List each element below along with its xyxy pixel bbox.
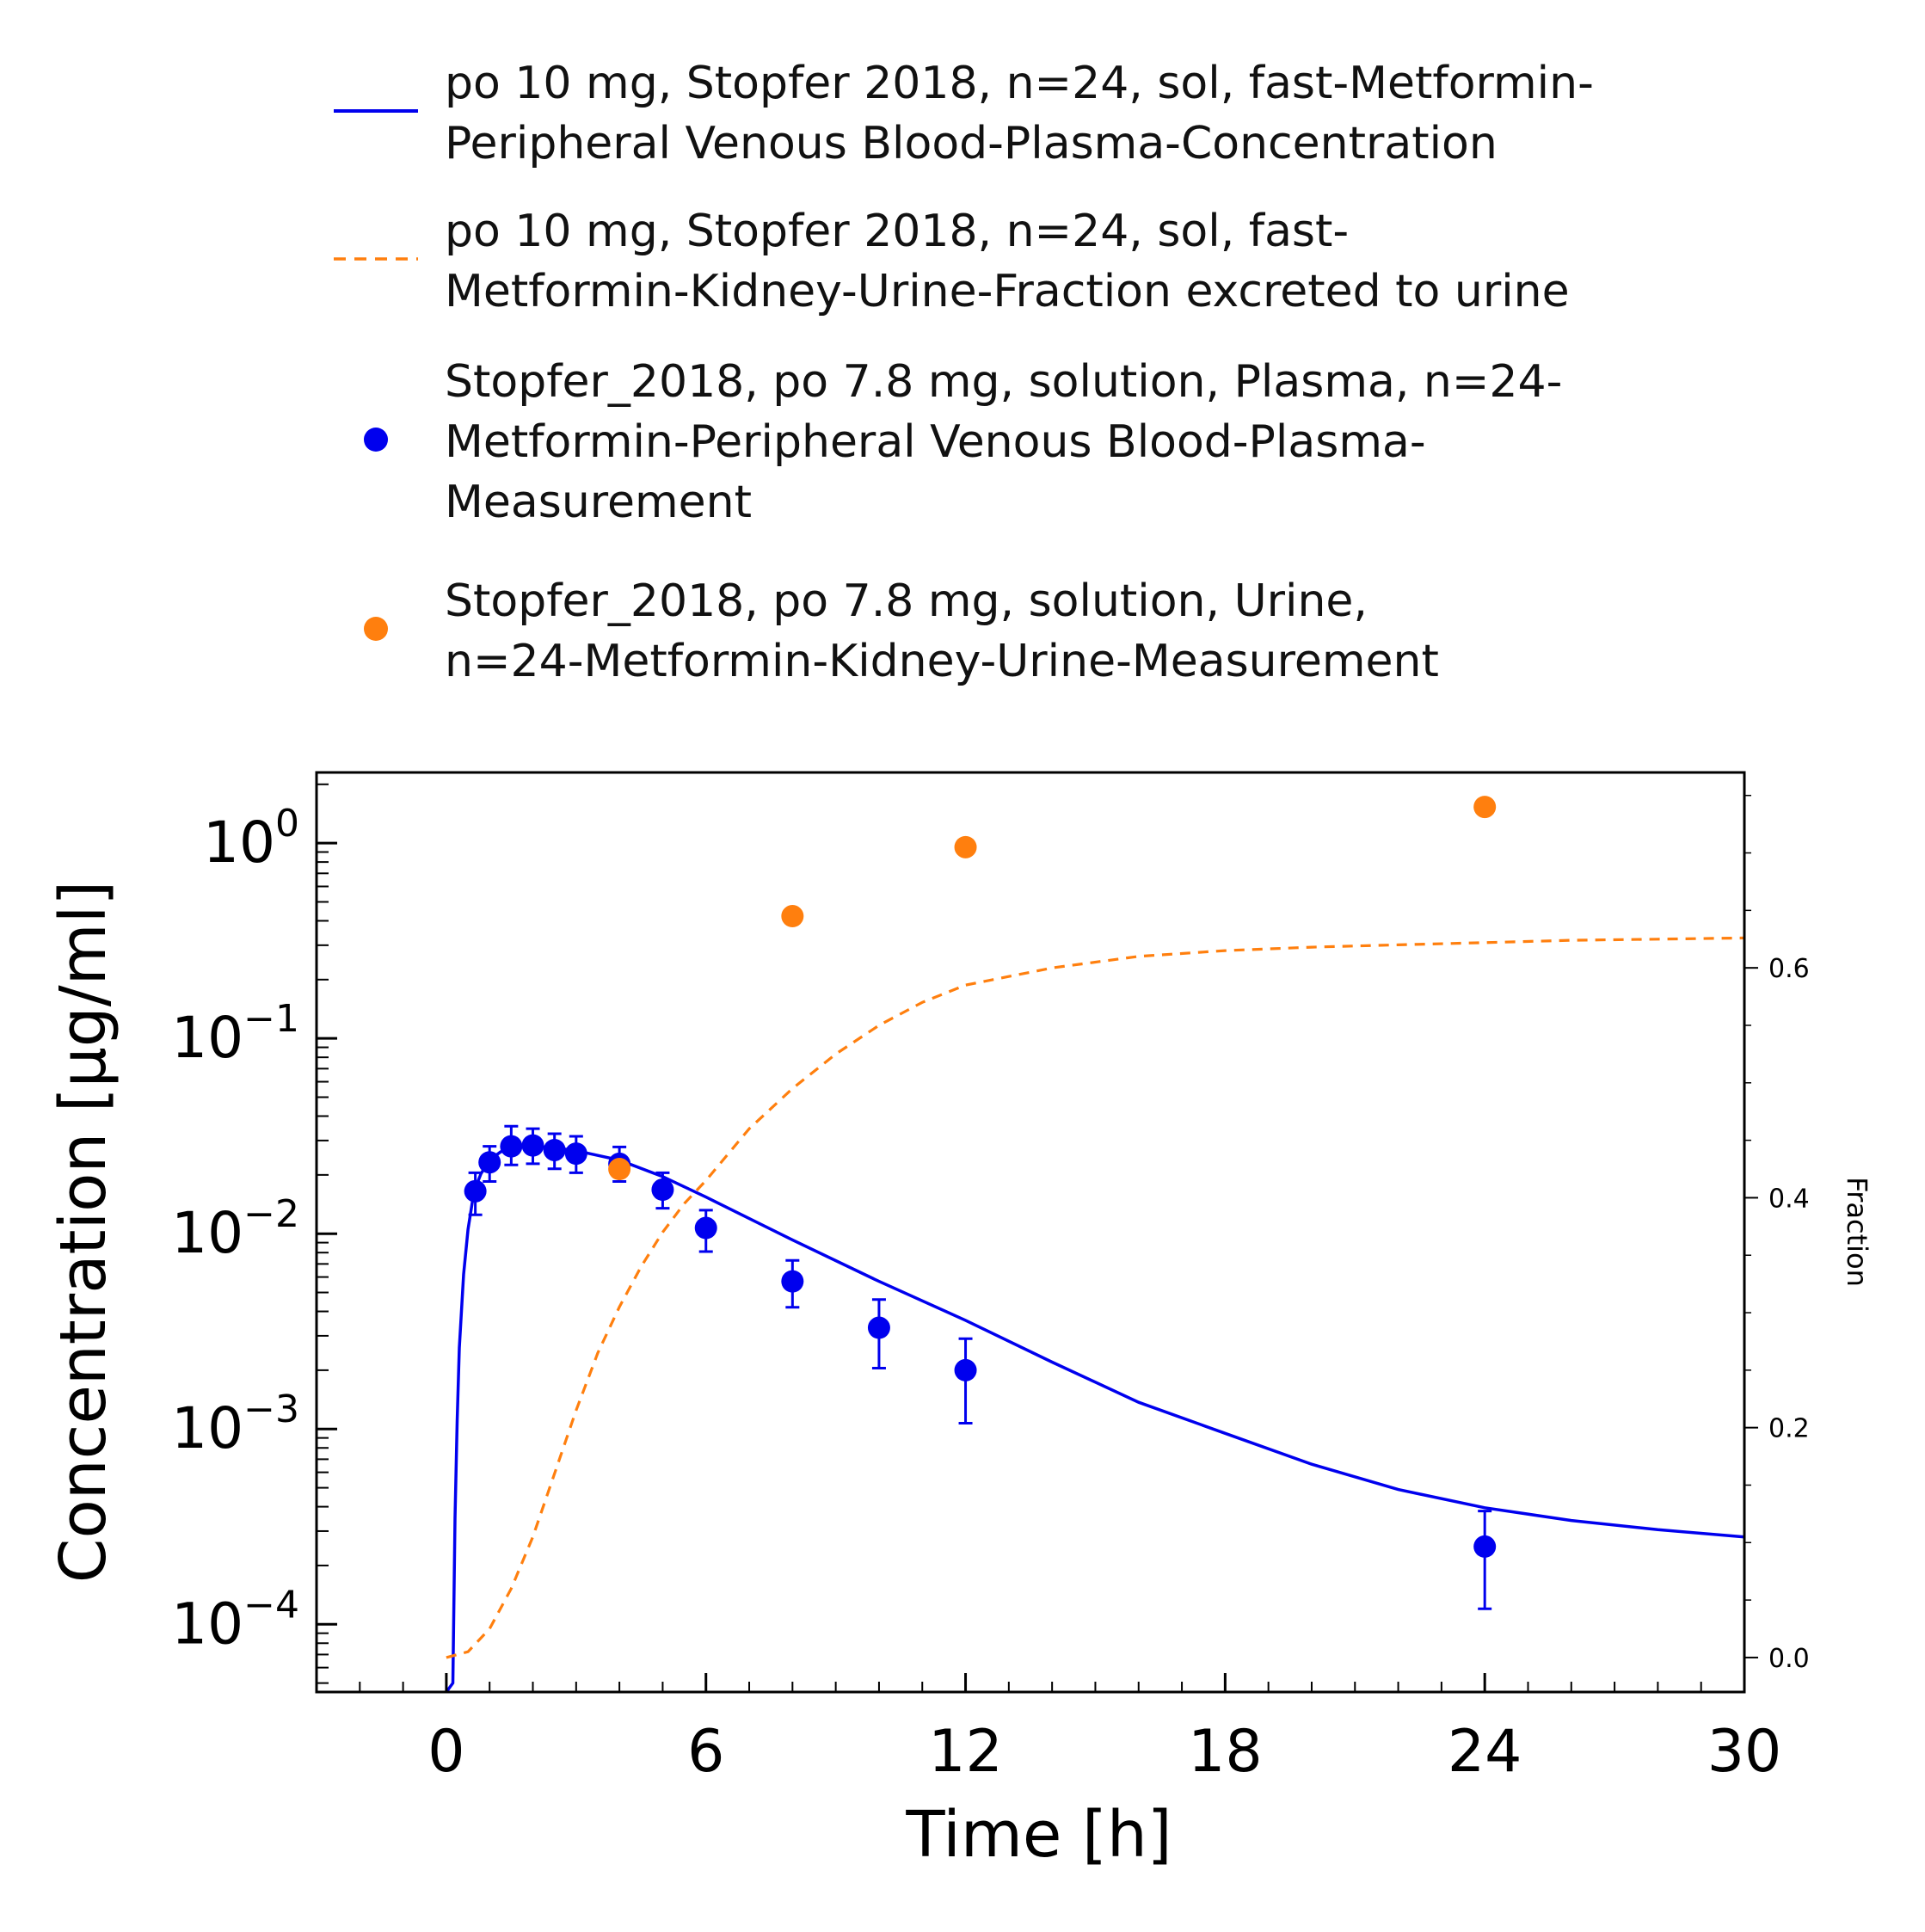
plasma-measurement-point [543,1138,566,1161]
x-tick-label: 12 [928,1718,1003,1786]
plot-area [445,796,1745,1694]
plasma-measurement-point [651,1178,674,1202]
legend-item: po 10 mg, Stopfer 2018, n=24, sol, fast-… [334,206,1570,317]
y2-axis-label: Fraction [1841,1177,1873,1287]
y2-tick-label: 0.4 [1768,1184,1810,1214]
plasma-measurement-point [500,1135,523,1158]
plasma-measurement-point [954,1358,977,1381]
y-tick-exponent: −3 [243,1387,299,1431]
y-tick-label: 100 [203,802,299,876]
y-tick-label: 10−1 [171,997,299,1071]
plasma-measurement-point [1473,1535,1497,1558]
legend-label: Measurement [445,477,752,528]
y-tick-base: 10 [203,809,275,876]
y2-tick-label: 0.6 [1768,954,1810,984]
legend-label: po 10 mg, Stopfer 2018, n=24, sol, fast-… [445,58,1594,109]
legend-item: Stopfer_2018, po 7.8 mg, solution, Plasm… [364,356,1562,528]
y-tick-base: 10 [171,1395,243,1461]
legend-marker-swatch [364,617,388,641]
plasma-measurement-point [781,1270,804,1293]
urine-measurement-point [608,1158,631,1181]
y-tick-exponent: 0 [275,802,299,846]
x-tick-label: 0 [427,1718,464,1786]
urine-measurement-point [781,905,804,928]
legend-label: Peripheral Venous Blood-Plasma-Concentra… [445,118,1498,169]
plasma-measurement-point [478,1151,501,1174]
y-tick-exponent: −4 [243,1583,299,1627]
legend-label: n=24-Metformin-Kidney-Urine-Measurement [445,636,1439,687]
y-tick-base: 10 [171,1200,243,1266]
plot-frame [315,771,1746,1694]
y2-tick-label: 0.2 [1768,1414,1810,1444]
plasma-measurement-point [564,1142,587,1166]
plasma-measurement-point [694,1216,717,1240]
y-axis-label: Concentration [µg/ml] [46,881,120,1583]
legend-item: Stopfer_2018, po 7.8 mg, solution, Urine… [364,575,1439,687]
urine-fraction-simulation-line [446,936,1745,1659]
x-axis-label: Time [h] [905,1798,1172,1872]
x-tick-label: 24 [1448,1718,1522,1786]
y2-tick-label: 0.0 [1768,1644,1810,1674]
y-tick-label: 10−2 [171,1192,299,1266]
y-tick-base: 10 [171,1591,243,1657]
legend-label: Stopfer_2018, po 7.8 mg, solution, Plasm… [445,356,1562,408]
urine-measurement-point [1473,796,1497,819]
urine-measurement-point [954,835,977,858]
y-tick-exponent: −2 [243,1192,299,1236]
plasma-measurement-point [521,1134,544,1157]
legend-label: Metformin-Kidney-Urine-Fraction excreted… [445,266,1570,317]
y-tick-label: 10−3 [171,1387,299,1461]
plasma-measurement-point [867,1316,890,1339]
plasma-measurement-point [464,1179,487,1203]
legend: po 10 mg, Stopfer 2018, n=24, sol, fast-… [334,58,1594,687]
y-tick-exponent: −1 [243,997,299,1041]
legend-label: po 10 mg, Stopfer 2018, n=24, sol, fast- [445,206,1349,257]
y-tick-label: 10−4 [171,1583,299,1657]
legend-label: Metformin-Peripheral Venous Blood-Plasma… [445,416,1426,468]
x-tick-label: 6 [687,1718,724,1786]
legend-marker-swatch [364,428,388,452]
x-tick-label: 30 [1707,1718,1782,1786]
plasma-simulation-line [445,1144,1745,1694]
legend-label: Stopfer_2018, po 7.8 mg, solution, Urine… [445,575,1368,627]
y-tick-base: 10 [171,1005,243,1071]
legend-item: po 10 mg, Stopfer 2018, n=24, sol, fast-… [334,58,1594,169]
x-tick-label: 18 [1188,1718,1263,1786]
